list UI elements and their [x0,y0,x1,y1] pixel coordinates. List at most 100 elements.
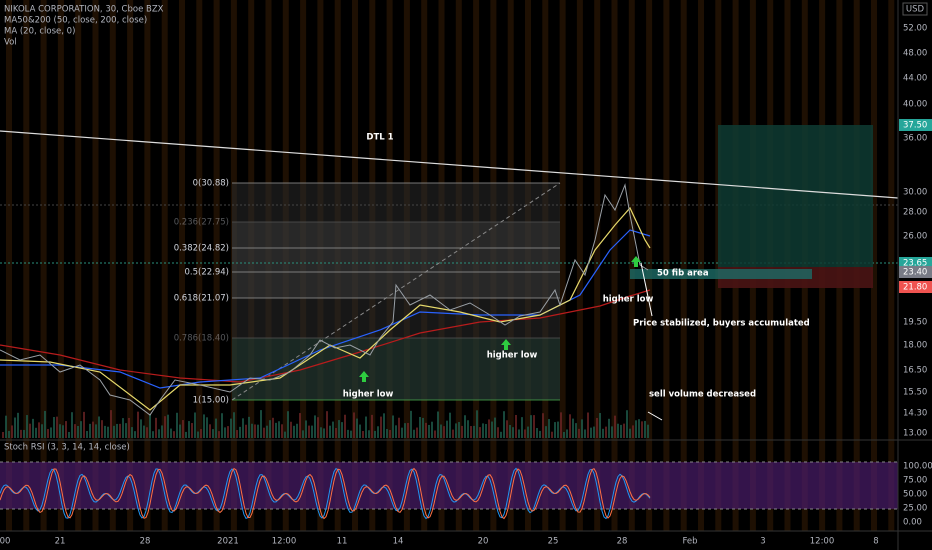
stripe [628,0,635,531]
volume-bar [83,411,85,438]
volume-bar [554,422,556,438]
volume-bar [470,426,472,438]
volume-bar [8,430,10,438]
volume-bar [233,412,235,438]
time-tick: 21 [55,537,66,547]
volume-bar [602,428,604,438]
volume-bar [632,425,634,438]
arrow [640,262,653,317]
currency[interactable]: USD [906,5,925,15]
indicator: MA50&200 (50, close, 200, close) [4,16,147,26]
volume-bar [317,417,319,438]
price-tick: 44.00 [903,74,927,84]
ma-50 [0,229,651,389]
volume-bar [569,414,571,438]
volume-bar [137,411,139,438]
volume-bar [275,422,277,438]
volume-bar [41,424,43,438]
volume-bar [572,418,574,438]
annotation: DTL 1 [366,133,393,143]
volume-bar [119,423,121,438]
volume-bar [203,414,205,438]
volume-bar [350,430,352,438]
volume-bar [53,417,55,438]
volume-bar [488,419,490,438]
volume-bar [200,429,202,438]
volume-bar [536,428,538,438]
volume-bar [437,411,439,438]
volume-bar [443,426,445,438]
volume-bar [404,423,406,438]
volume-bar [626,410,628,438]
stripe [109,0,116,531]
volume-bar [557,421,559,438]
volume-bar [587,412,589,438]
volume-bar [605,426,607,438]
volume-bar [59,424,61,438]
volume-bar [512,427,514,438]
rsi-tick: 75.00 [903,476,927,486]
volume-bar [467,420,469,438]
volume-bar [32,418,34,438]
volume-bar [401,427,403,438]
volume-bar [575,423,577,438]
volume-bar [338,420,340,438]
stripe [698,0,704,531]
volume-bar [107,426,109,438]
up-arrows [359,256,641,382]
volume-bar [167,414,169,438]
price [0,183,649,416]
volume-bar [407,422,409,438]
volume-bar [323,428,325,438]
price-tag [899,281,932,293]
volume-bar [449,412,451,438]
volume-bar [131,427,133,438]
volume-bar [56,416,58,438]
volume-bar [5,415,7,438]
fib-label: 0.236(27.75) [174,218,229,228]
volume-bar [539,430,541,438]
stripe [23,0,30,531]
volume-bar [563,431,565,438]
volume-bar [608,418,610,438]
stripe [92,0,99,531]
volume-bar [284,431,286,438]
currency-box[interactable] [902,2,928,16]
volume-bar [383,413,385,438]
volume-bar [95,424,97,438]
volume-bar [248,416,250,438]
volume-bar [344,414,346,438]
volume-bar [92,421,94,438]
arrow [647,411,663,421]
volume-bar [614,415,616,438]
price-tick: 15.50 [903,388,927,398]
stripe [559,0,566,531]
volume-bar [593,426,595,438]
stripe [57,0,64,531]
price-tick: 26.00 [903,232,927,242]
time-tick: 11 [337,537,348,547]
volume-bar [17,412,19,438]
volume-bars [2,410,649,438]
volume-bar [380,416,382,438]
volume-bar [110,410,112,438]
stripe [75,0,82,531]
volume-bar [191,423,193,438]
volume-bar [263,427,265,438]
volume-bar [422,417,424,438]
volume-bar [620,424,622,438]
annotation: Price stabilized, buyers accumulated [633,319,810,329]
volume-bar [386,429,388,438]
volume-bar [644,420,646,438]
volume-bar [245,424,247,438]
volume-bar [116,423,118,438]
volume-bar [377,426,379,438]
volume-bar [491,421,493,438]
volume-bar [590,427,592,438]
volume-bar [596,417,598,438]
volume-bar [497,427,499,438]
volume-bar [566,429,568,438]
volume-bar [287,411,289,438]
volume-bar [257,424,259,438]
volume-bar [86,431,88,438]
